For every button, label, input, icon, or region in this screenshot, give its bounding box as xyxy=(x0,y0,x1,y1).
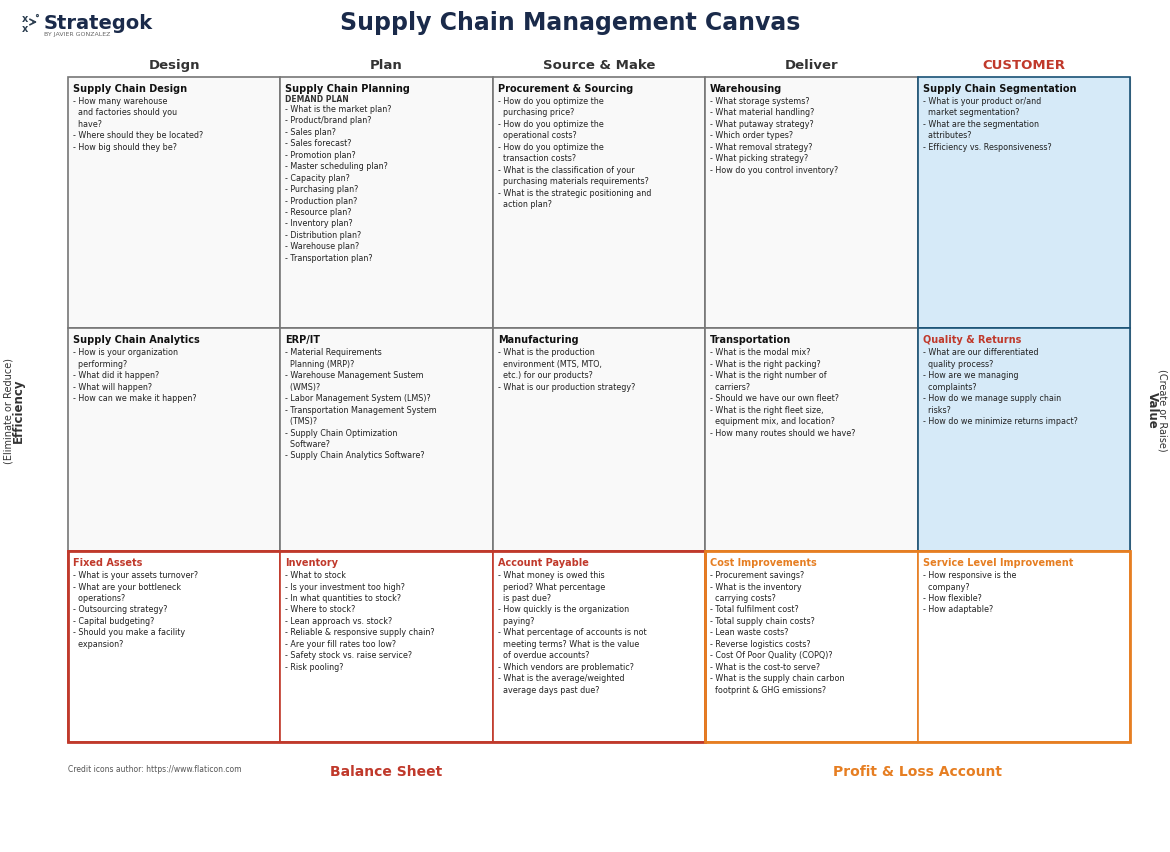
Text: - How many warehouse
  and factories should you
  have?
- Where should they be l: - How many warehouse and factories shoul… xyxy=(73,97,204,152)
Bar xyxy=(706,329,917,551)
Text: BY JAVIER GONZALEZ: BY JAVIER GONZALEZ xyxy=(44,32,110,37)
Text: - What storage systems?
- What material handling?
- What putaway strategy?
- Whi: - What storage systems? - What material … xyxy=(710,97,839,175)
Text: Warehousing: Warehousing xyxy=(710,83,783,94)
Bar xyxy=(493,551,706,742)
Text: - Material Requirements
  Planning (MRP)?
- Warehouse Management Sustem
  (WMS)?: - Material Requirements Planning (MRP)? … xyxy=(285,348,438,460)
Text: Supply Chain Management Canvas: Supply Chain Management Canvas xyxy=(340,11,800,35)
Text: Strategok: Strategok xyxy=(44,14,153,32)
Text: (Create or Raise): (Create or Raise) xyxy=(1157,369,1166,452)
Text: Manufacturing: Manufacturing xyxy=(497,335,578,345)
Text: Transportation: Transportation xyxy=(710,335,791,345)
Text: - What is the modal mix?
- What is the right packing?
- What is the right number: - What is the modal mix? - What is the r… xyxy=(710,348,855,437)
Bar xyxy=(281,329,493,551)
Text: Source & Make: Source & Make xyxy=(543,59,655,72)
Text: Supply Chain Analytics: Supply Chain Analytics xyxy=(73,335,200,345)
Bar xyxy=(493,78,706,329)
Text: Profit & Loss Account: Profit & Loss Account xyxy=(833,764,1002,778)
Text: DEMAND PLAN: DEMAND PLAN xyxy=(285,95,349,104)
Bar xyxy=(706,551,1130,742)
Text: - What money is owed this
  period? What percentage
  is past due?
- How quickly: - What money is owed this period? What p… xyxy=(497,571,647,694)
Text: x: x xyxy=(22,24,28,34)
Text: - What is the market plan?
- Product/brand plan?
- Sales plan?
- Sales forecast?: - What is the market plan? - Product/bra… xyxy=(285,105,392,262)
Bar xyxy=(68,329,281,551)
Bar xyxy=(706,551,917,742)
Text: Credit icons author: https://www.flaticon.com: Credit icons author: https://www.flatico… xyxy=(68,764,241,773)
Text: Inventory: Inventory xyxy=(285,557,338,567)
Text: Supply Chain Design: Supply Chain Design xyxy=(73,83,187,94)
Text: Supply Chain Planning: Supply Chain Planning xyxy=(285,83,411,94)
Bar xyxy=(68,78,281,329)
Bar xyxy=(68,551,706,742)
Text: - How is your organization
  performing?
- What did it happen?
- What will happe: - How is your organization performing? -… xyxy=(73,348,197,403)
Bar xyxy=(917,329,1130,551)
Bar xyxy=(281,551,493,742)
Bar xyxy=(68,78,1130,551)
Text: - Procurement savings?
- What is the inventory
  carrying costs?
- Total fulfilm: - Procurement savings? - What is the inv… xyxy=(710,571,845,694)
Text: Quality & Returns: Quality & Returns xyxy=(923,335,1021,345)
Text: CUSTOMER: CUSTOMER xyxy=(983,59,1066,72)
Text: Service Level Improvement: Service Level Improvement xyxy=(923,557,1073,567)
Bar xyxy=(68,551,281,742)
Bar xyxy=(706,78,917,329)
Text: Deliver: Deliver xyxy=(785,59,838,72)
Text: Balance Sheet: Balance Sheet xyxy=(330,764,442,778)
Text: - How do you optimize the
  purchasing price?
- How do you optimize the
  operat: - How do you optimize the purchasing pri… xyxy=(497,97,652,209)
Text: - What is your assets turnover?
- What are your bottleneck
  operations?
- Outso: - What is your assets turnover? - What a… xyxy=(73,571,198,648)
Text: Fixed Assets: Fixed Assets xyxy=(73,557,143,567)
Text: Value: Value xyxy=(1145,392,1158,429)
Bar xyxy=(493,329,706,551)
Text: Account Payable: Account Payable xyxy=(497,557,589,567)
Bar xyxy=(281,78,493,329)
Text: - What is the production
  environment (MTS, MTO,
  etc.) for our products?
- Wh: - What is the production environment (MT… xyxy=(497,348,635,391)
Text: - What to stock
- Is your investment too high?
- In what quantities to stock?
- : - What to stock - Is your investment too… xyxy=(285,571,435,671)
Text: ERP/IT: ERP/IT xyxy=(285,335,321,345)
Text: Cost Improvements: Cost Improvements xyxy=(710,557,817,567)
Text: (Eliminate or Reduce): (Eliminate or Reduce) xyxy=(4,357,13,463)
Text: Design: Design xyxy=(149,59,200,72)
Text: x  °: x ° xyxy=(22,14,40,24)
Text: Plan: Plan xyxy=(370,59,402,72)
Text: - How responsive is the
  company?
- How flexible?
- How adaptable?: - How responsive is the company? - How f… xyxy=(923,571,1016,613)
Text: Supply Chain Segmentation: Supply Chain Segmentation xyxy=(923,83,1076,94)
Text: - What are our differentiated
  quality process?
- How are we managing
  complai: - What are our differentiated quality pr… xyxy=(923,348,1078,425)
Text: Procurement & Sourcing: Procurement & Sourcing xyxy=(497,83,633,94)
Text: - What is your product or/and
  market segmentation?
- What are the segmentation: - What is your product or/and market seg… xyxy=(923,97,1052,152)
Bar xyxy=(917,551,1130,742)
Bar xyxy=(917,78,1130,329)
Text: Efficiency: Efficiency xyxy=(12,377,25,442)
